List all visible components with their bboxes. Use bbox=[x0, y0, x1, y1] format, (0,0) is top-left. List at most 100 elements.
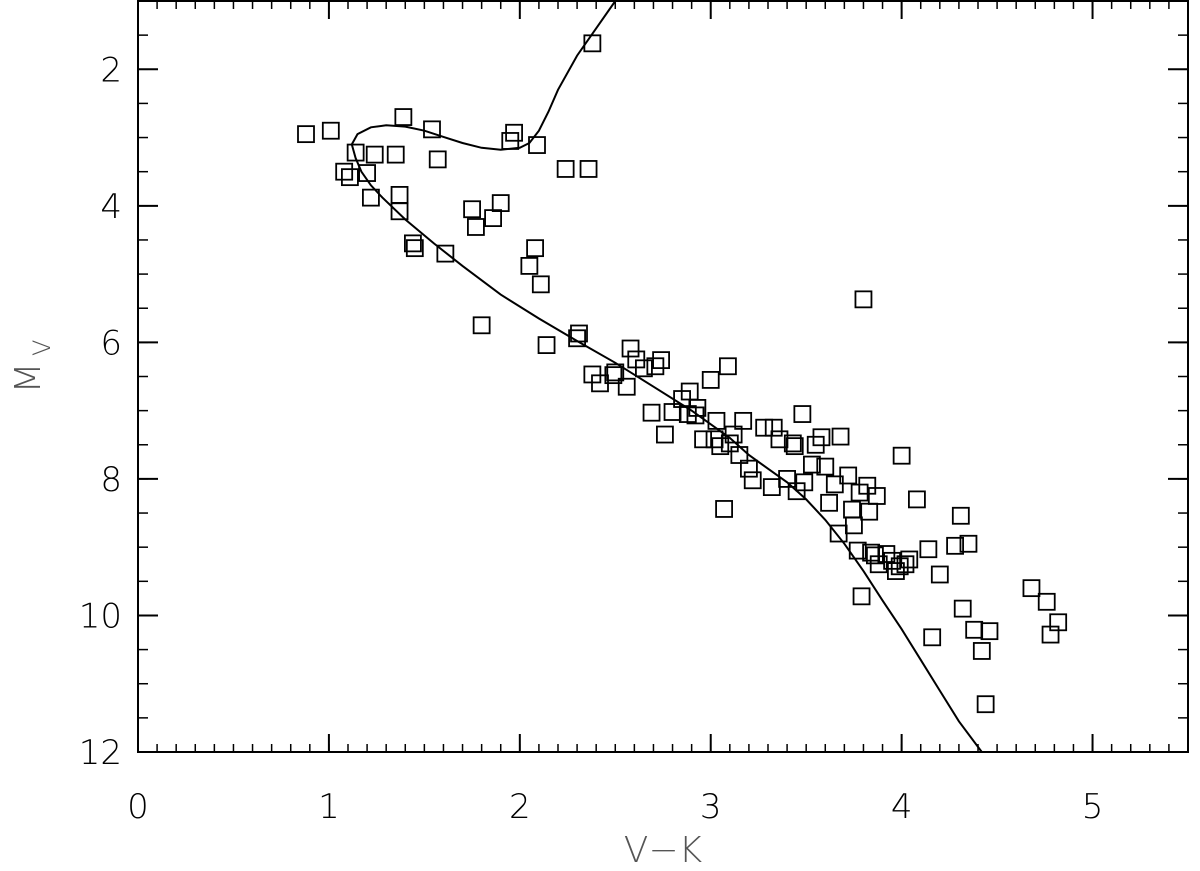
data-point-square bbox=[887, 562, 905, 580]
data-point-square bbox=[621, 339, 640, 358]
data-point-square bbox=[762, 478, 781, 497]
data-point-square bbox=[803, 455, 821, 474]
data-point-square bbox=[951, 506, 970, 525]
data-point-square bbox=[785, 437, 804, 456]
data-point-square bbox=[892, 446, 911, 465]
data-point-square bbox=[743, 471, 762, 490]
data-point-square bbox=[1037, 592, 1056, 611]
data-point-square bbox=[346, 143, 365, 162]
data-point-square bbox=[656, 425, 674, 444]
y-tick-label: 2 bbox=[100, 50, 122, 90]
data-point-square bbox=[812, 428, 831, 447]
data-point-square bbox=[724, 425, 743, 444]
data-point-square bbox=[568, 329, 586, 348]
y-major-ticks bbox=[138, 68, 1188, 753]
data-point-square bbox=[965, 620, 984, 639]
y-tick-label: 10 bbox=[79, 596, 122, 636]
data-point-square bbox=[579, 160, 598, 178]
data-point-square bbox=[642, 403, 661, 422]
data-point-square bbox=[923, 628, 942, 647]
data-point-square bbox=[604, 366, 623, 385]
data-point-square bbox=[491, 194, 510, 212]
data-point-square bbox=[852, 587, 871, 606]
data-point-square bbox=[795, 473, 814, 492]
data-point-square bbox=[583, 34, 602, 53]
data-point-square bbox=[719, 357, 737, 376]
data-point-square bbox=[930, 565, 949, 584]
data-point-square bbox=[854, 290, 873, 309]
data-point-square bbox=[867, 487, 886, 505]
data-point-square bbox=[335, 162, 354, 181]
data-point-square bbox=[845, 516, 863, 535]
data-point-square bbox=[694, 430, 712, 449]
data-point-square bbox=[463, 200, 481, 219]
data-point-square bbox=[848, 541, 867, 560]
y-tick-label: 8 bbox=[100, 460, 122, 500]
x-major-ticks bbox=[137, 1, 1094, 752]
data-point-square bbox=[820, 493, 838, 512]
data-point-square bbox=[783, 434, 802, 453]
x-tick-label: 4 bbox=[891, 787, 913, 827]
data-point-square bbox=[959, 534, 978, 553]
isochrone-curve bbox=[350, 0, 983, 752]
data-point-square bbox=[711, 437, 730, 456]
x-minor-ticks bbox=[137, 1, 1189, 752]
data-point-square bbox=[484, 209, 502, 228]
data-point-square bbox=[919, 540, 938, 559]
data-point-square bbox=[570, 324, 588, 343]
data-point-square bbox=[390, 202, 409, 221]
data-point-square bbox=[730, 446, 749, 464]
data-point-square bbox=[740, 459, 758, 478]
data-point-square bbox=[877, 545, 896, 563]
data-point-square bbox=[1022, 579, 1041, 598]
data-point-square bbox=[321, 121, 340, 140]
data-point-square bbox=[793, 405, 812, 423]
data-point-square bbox=[635, 359, 653, 378]
data-point-square bbox=[707, 411, 726, 430]
data-point-square bbox=[860, 502, 879, 521]
data-point-square bbox=[386, 145, 405, 164]
data-point-square bbox=[953, 599, 972, 618]
data-point-square bbox=[734, 411, 753, 430]
y-minor-ticks bbox=[138, 0, 1188, 753]
data-point-square bbox=[505, 123, 523, 142]
data-point-square bbox=[528, 136, 546, 154]
data-point-square bbox=[705, 430, 724, 449]
data-point-square bbox=[297, 125, 315, 144]
data-point-square bbox=[404, 234, 422, 253]
data-point-square bbox=[980, 622, 999, 641]
y-tick-labels: 2 4 6 8 10 12 bbox=[79, 50, 122, 773]
data-point-square bbox=[365, 145, 384, 164]
data-point-square bbox=[526, 239, 544, 258]
data-point-square bbox=[362, 188, 380, 207]
data-point-square bbox=[900, 550, 919, 569]
x-tick-label: 5 bbox=[1082, 787, 1104, 827]
data-point-square bbox=[520, 256, 539, 275]
x-axis-label: V−K bbox=[624, 830, 703, 871]
data-point-square bbox=[606, 363, 625, 382]
data-point-square bbox=[816, 457, 835, 476]
data-points bbox=[297, 34, 1068, 714]
data-point-square bbox=[843, 500, 861, 519]
data-point-square bbox=[428, 150, 447, 169]
data-point-square bbox=[858, 476, 877, 495]
data-point-square bbox=[646, 357, 665, 376]
data-point-square bbox=[405, 239, 424, 258]
data-point-square bbox=[537, 336, 556, 354]
data-point-square bbox=[423, 120, 441, 139]
data-point-square bbox=[908, 490, 926, 509]
x-tick-label: 1 bbox=[318, 787, 340, 827]
data-point-square bbox=[358, 164, 376, 182]
data-point-square bbox=[976, 695, 995, 714]
data-point-square bbox=[467, 218, 485, 236]
x-tick-labels: 0 1 2 3 4 5 bbox=[127, 787, 1103, 827]
x-tick-label: 3 bbox=[700, 787, 722, 827]
y-tick-label: 6 bbox=[100, 323, 122, 363]
data-point-square bbox=[778, 470, 796, 488]
y-axis-label-main: M bbox=[8, 362, 49, 393]
data-point-square bbox=[394, 108, 413, 126]
data-point-square bbox=[556, 160, 575, 178]
data-point-square bbox=[839, 466, 858, 485]
data-point-square bbox=[436, 244, 455, 263]
